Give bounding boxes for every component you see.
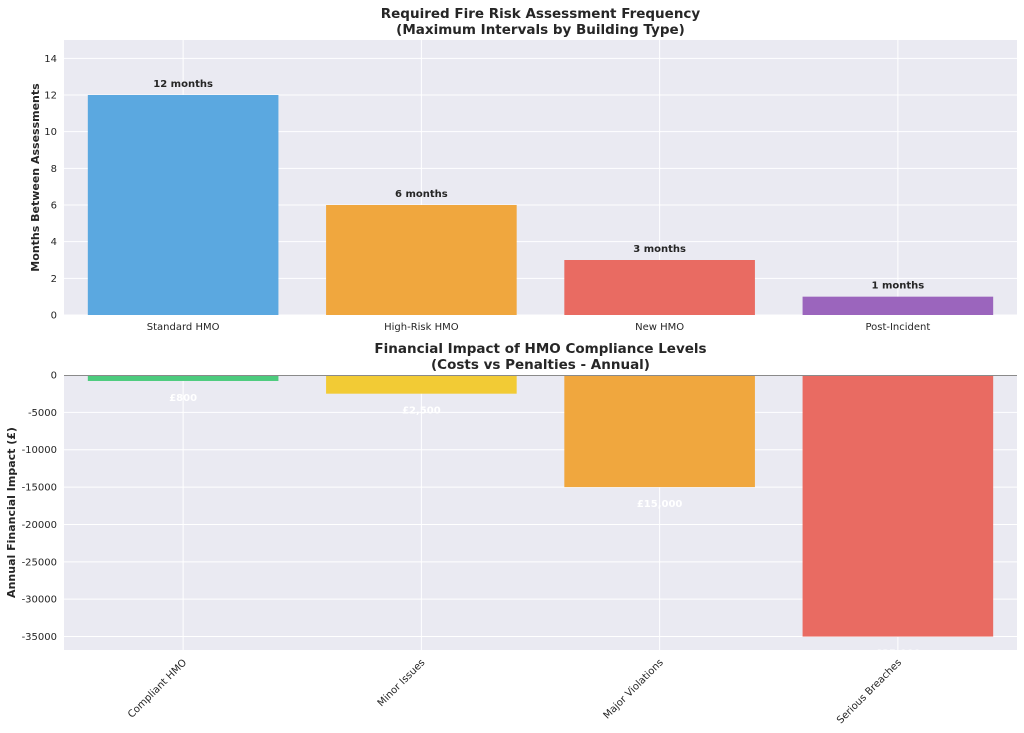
chart2-y-axis-label: Annual Financial Impact (£) — [5, 427, 18, 598]
y-tick-label: 10 — [44, 127, 57, 138]
x-tick-label: Standard HMO — [147, 322, 220, 333]
y-tick-label: -10000 — [22, 445, 57, 456]
x-tick-label: Minor Issues — [376, 657, 428, 709]
chart2-data-labels: £800 £2,500 £15,000 £35,000 — [169, 393, 920, 660]
y-tick-label: 0 — [51, 371, 57, 382]
chart1-y-ticks: 0 2 4 6 8 10 12 14 — [44, 54, 57, 322]
data-label: £800 — [169, 393, 197, 404]
financial-impact-chart: £800 £2,500 £15,000 £35,000 0 -5000 -10000 -15… — [5, 341, 1017, 726]
x-tick-label: New HMO — [635, 322, 684, 333]
data-label: £15,000 — [637, 499, 683, 510]
chart1-subtitle: (Maximum Intervals by Building Type) — [396, 22, 685, 38]
x-tick-label: High-Risk HMO — [384, 322, 459, 333]
y-tick-label: 8 — [51, 164, 57, 175]
bar — [564, 260, 755, 315]
bar — [87, 375, 279, 381]
y-tick-label: -30000 — [22, 595, 57, 606]
chart1-y-axis-label: Months Between Assessments — [29, 83, 42, 272]
y-tick-label: -20000 — [22, 520, 57, 531]
fire-assessment-chart: 12 months 6 months 3 months 1 months 0 2 4 6 8 1… — [29, 6, 1017, 333]
bar — [802, 375, 994, 637]
bar — [564, 375, 755, 488]
chart2-y-ticks: 0 -5000 -10000 -15000 -20000 -25000 -30000 -350… — [22, 371, 57, 644]
data-label: £2,500 — [402, 406, 441, 417]
x-tick-label: Major Violations — [602, 657, 666, 721]
y-tick-label: 4 — [51, 237, 57, 248]
chart2-title: Financial Impact of HMO Compliance Level… — [374, 341, 706, 357]
y-tick-label: 14 — [44, 54, 57, 65]
data-label: 1 months — [872, 281, 925, 292]
chart2-subtitle: (Costs vs Penalties - Annual) — [431, 357, 650, 373]
chart1-title: Required Fire Risk Assessment Frequency — [381, 6, 701, 22]
y-tick-label: -25000 — [22, 557, 57, 568]
y-tick-label: 0 — [51, 311, 57, 322]
bar — [87, 95, 279, 315]
data-label: 6 months — [395, 189, 448, 200]
y-tick-label: -5000 — [28, 408, 57, 419]
chart1-data-labels: 12 months 6 months 3 months 1 months — [153, 79, 924, 292]
chart1-bars — [87, 95, 994, 315]
data-label: £35,000 — [875, 649, 921, 660]
x-tick-label: Post-Incident — [865, 322, 930, 333]
y-tick-label: 12 — [44, 91, 57, 102]
y-tick-label: -35000 — [22, 632, 57, 643]
data-label: 3 months — [633, 244, 686, 255]
bar — [326, 205, 517, 315]
y-tick-label: 2 — [51, 274, 57, 285]
chart2-bars — [87, 375, 994, 637]
data-label: 12 months — [153, 79, 213, 90]
y-tick-label: -15000 — [22, 483, 57, 494]
bar — [326, 375, 517, 394]
chart1-x-ticks: Standard HMO High-Risk HMO New HMO Post-Inc… — [147, 322, 931, 333]
y-tick-label: 6 — [51, 201, 57, 212]
bar — [802, 296, 994, 315]
chart2-x-ticks: Compliant HMO Minor Issues Major Violation… — [126, 657, 904, 726]
x-tick-label: Serious Breaches — [835, 657, 904, 726]
x-tick-label: Compliant HMO — [126, 657, 189, 720]
